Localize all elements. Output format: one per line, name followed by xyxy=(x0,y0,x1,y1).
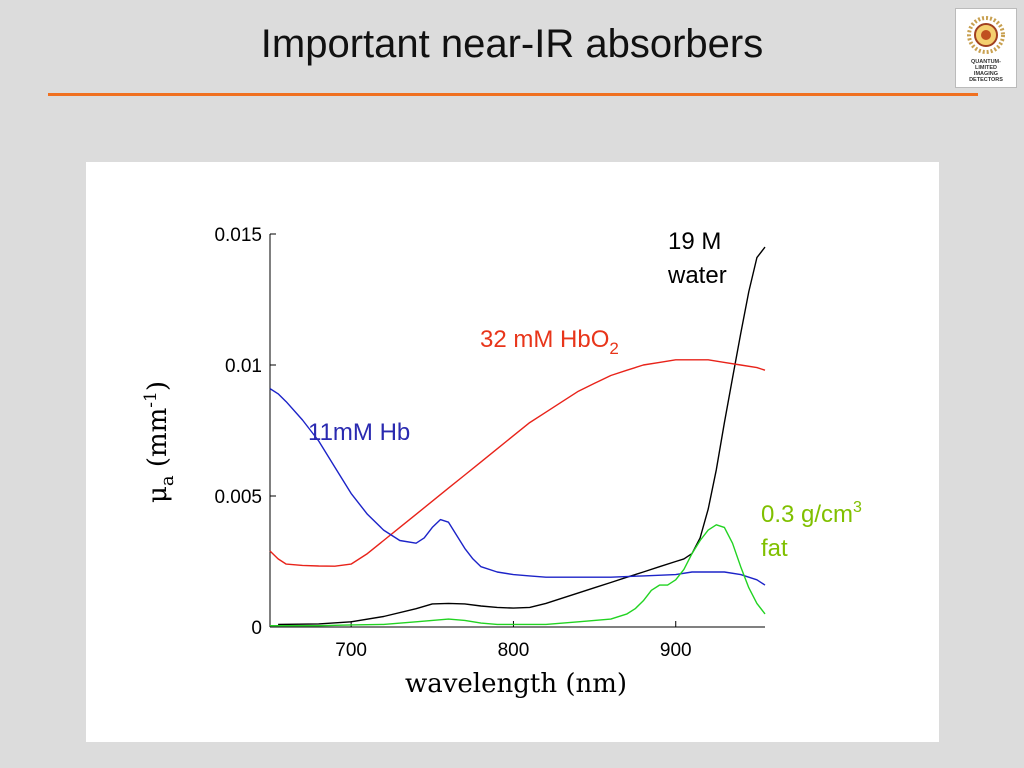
x-tick-label: 700 xyxy=(335,640,367,661)
hbo2-annotation: 32 mM HbO2 xyxy=(480,326,619,358)
fat-annotation: 0.3 g/cm3 fat xyxy=(761,491,869,562)
x-tick-label: 800 xyxy=(498,640,530,661)
institution-logo: QUANTUM- LIMITED IMAGING DETECTORS xyxy=(955,8,1017,88)
logo-line: DETECTORS xyxy=(969,77,1003,83)
y-tick-label: 0.005 xyxy=(214,487,262,508)
logo-line: QUANTUM- xyxy=(971,59,1001,65)
series-layer xyxy=(269,246,766,627)
y-tick-label: 0.015 xyxy=(214,225,262,246)
fat-line xyxy=(270,524,766,627)
hb-annotation: 11mM Hb xyxy=(308,419,410,446)
logo-text: QUANTUM- LIMITED IMAGING DETECTORS xyxy=(956,59,1016,83)
x-tick-label: 900 xyxy=(660,640,692,661)
chart-panel: 0 0.005 0.01 0.015 700 800 900 μa (mm-1) wavel… xyxy=(86,162,939,742)
hb-line xyxy=(269,388,766,586)
logo-line: LIMITED xyxy=(975,65,997,71)
water-line xyxy=(278,246,766,626)
absorption-chart: 0 0.005 0.01 0.015 700 800 900 μa (mm-1) wavel… xyxy=(141,225,869,699)
y-tick-label: 0.01 xyxy=(225,356,262,377)
logo-line: IMAGING xyxy=(973,71,999,77)
slide-title: Important near-IR absorbers xyxy=(260,22,764,66)
axes: 0 0.005 0.01 0.015 700 800 900 xyxy=(214,225,765,661)
y-axis-label: μa (mm-1) xyxy=(141,381,178,503)
water-annotation: 19 M water xyxy=(667,228,728,289)
x-axis-label: wavelength (nm) xyxy=(405,669,627,699)
logo-emblem xyxy=(967,16,1005,54)
title-divider xyxy=(48,93,978,96)
y-tick-label: 0 xyxy=(251,618,262,639)
hbo2-line xyxy=(269,359,766,567)
